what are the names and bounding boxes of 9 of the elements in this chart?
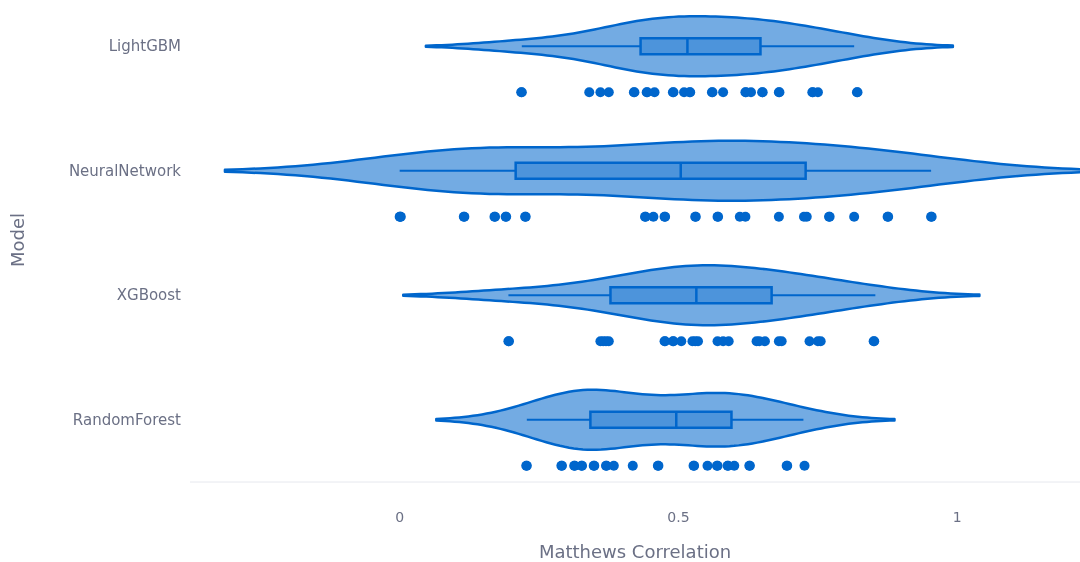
y-axis-title: Model — [7, 212, 28, 268]
x-tick-label: 1 — [952, 509, 962, 525]
x-tick-label: 0.5 — [667, 509, 690, 525]
x-tick-label: 0 — [395, 509, 405, 525]
x-axis-title: Matthews Correlation — [538, 541, 732, 562]
y-tick-label: XGBoost — [116, 286, 182, 305]
y-tick-label: NeuralNetwork — [68, 161, 182, 180]
y-tick-label: RandomForest — [72, 410, 182, 429]
y-tick-label: LightGBM — [108, 37, 181, 56]
